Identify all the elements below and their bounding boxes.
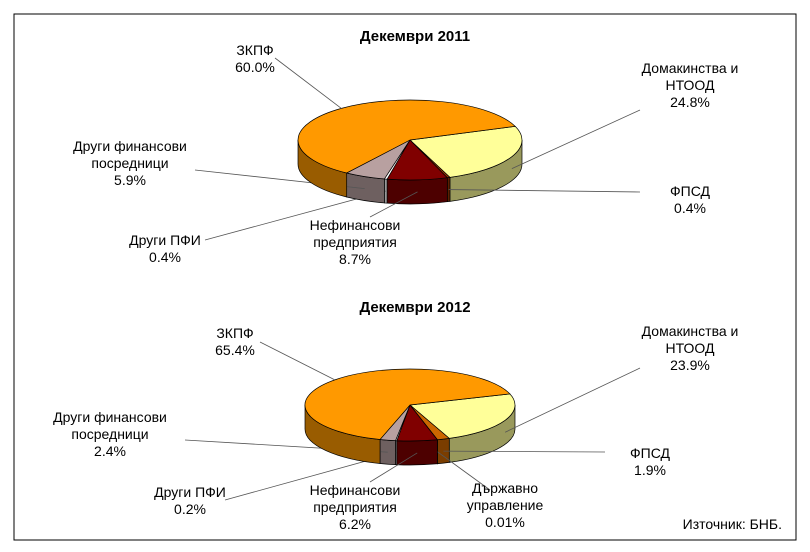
- pie-slice: [345, 139, 412, 204]
- leader-line: [369, 191, 418, 218]
- slice-label: Други финансови посредници: [73, 138, 187, 171]
- pie-slice: [386, 139, 449, 205]
- slice-value-label: 23.9%: [670, 357, 710, 373]
- chart-title: Декември 2012: [359, 299, 471, 316]
- source-note: Източник: БНБ.: [682, 516, 782, 532]
- pie-slice: [297, 99, 517, 198]
- slice-label: ЗКПФ: [216, 325, 254, 341]
- slice-value-label: 8.7%: [339, 251, 371, 267]
- slice-value-label: 0.2%: [174, 501, 206, 517]
- slice-value-label: 0.4%: [149, 249, 181, 265]
- pie-slice: [304, 368, 511, 464]
- slice-label: Други ПФИ: [129, 232, 201, 248]
- slice-label: Други ПФИ: [154, 484, 226, 500]
- slice-value-label: 65.4%: [215, 342, 255, 358]
- slice-value-label: 1.9%: [634, 462, 666, 478]
- slice-label: Домакинства и НТООД: [641, 323, 739, 356]
- slice-value-label: 0.01%: [485, 514, 525, 530]
- leader-line: [448, 189, 641, 193]
- leader-line: [504, 367, 641, 433]
- slice-label: ФПСД: [670, 183, 710, 199]
- leader-line: [443, 450, 606, 453]
- slice-label: Други финансови посредници: [53, 409, 167, 442]
- slice-top: [297, 99, 517, 174]
- leader-line: [274, 57, 342, 109]
- chart-title: Декември 2011: [359, 28, 471, 45]
- slice-side: [396, 439, 438, 466]
- leader-line: [437, 451, 491, 491]
- slice-value-label: 0.4%: [674, 200, 706, 216]
- slice-top: [304, 368, 511, 440]
- slice-value-label: 60.0%: [235, 59, 275, 75]
- slice-label: ФПСД: [630, 445, 670, 461]
- slice-label: Нефинансови предприятия: [309, 217, 401, 250]
- slice-value-label: 2.4%: [94, 443, 126, 459]
- slice-value-label: 24.8%: [670, 94, 710, 110]
- slice-label: Държавно управление: [466, 480, 544, 513]
- leader-line: [511, 109, 641, 169]
- pie-slice: [409, 125, 523, 202]
- slice-value-label: 5.9%: [114, 172, 146, 188]
- frame: [13, 13, 797, 541]
- leader-line: [259, 341, 336, 381]
- slice-label: ЗКПФ: [236, 42, 274, 58]
- slice-top: [409, 125, 523, 178]
- leader-line: [369, 452, 418, 483]
- slice-side: [386, 177, 448, 205]
- slice-label: Нефинансови предприятия: [309, 482, 401, 515]
- slice-value-label: 6.2%: [339, 516, 371, 532]
- slice-label: Домакинства и НТООД: [641, 60, 739, 93]
